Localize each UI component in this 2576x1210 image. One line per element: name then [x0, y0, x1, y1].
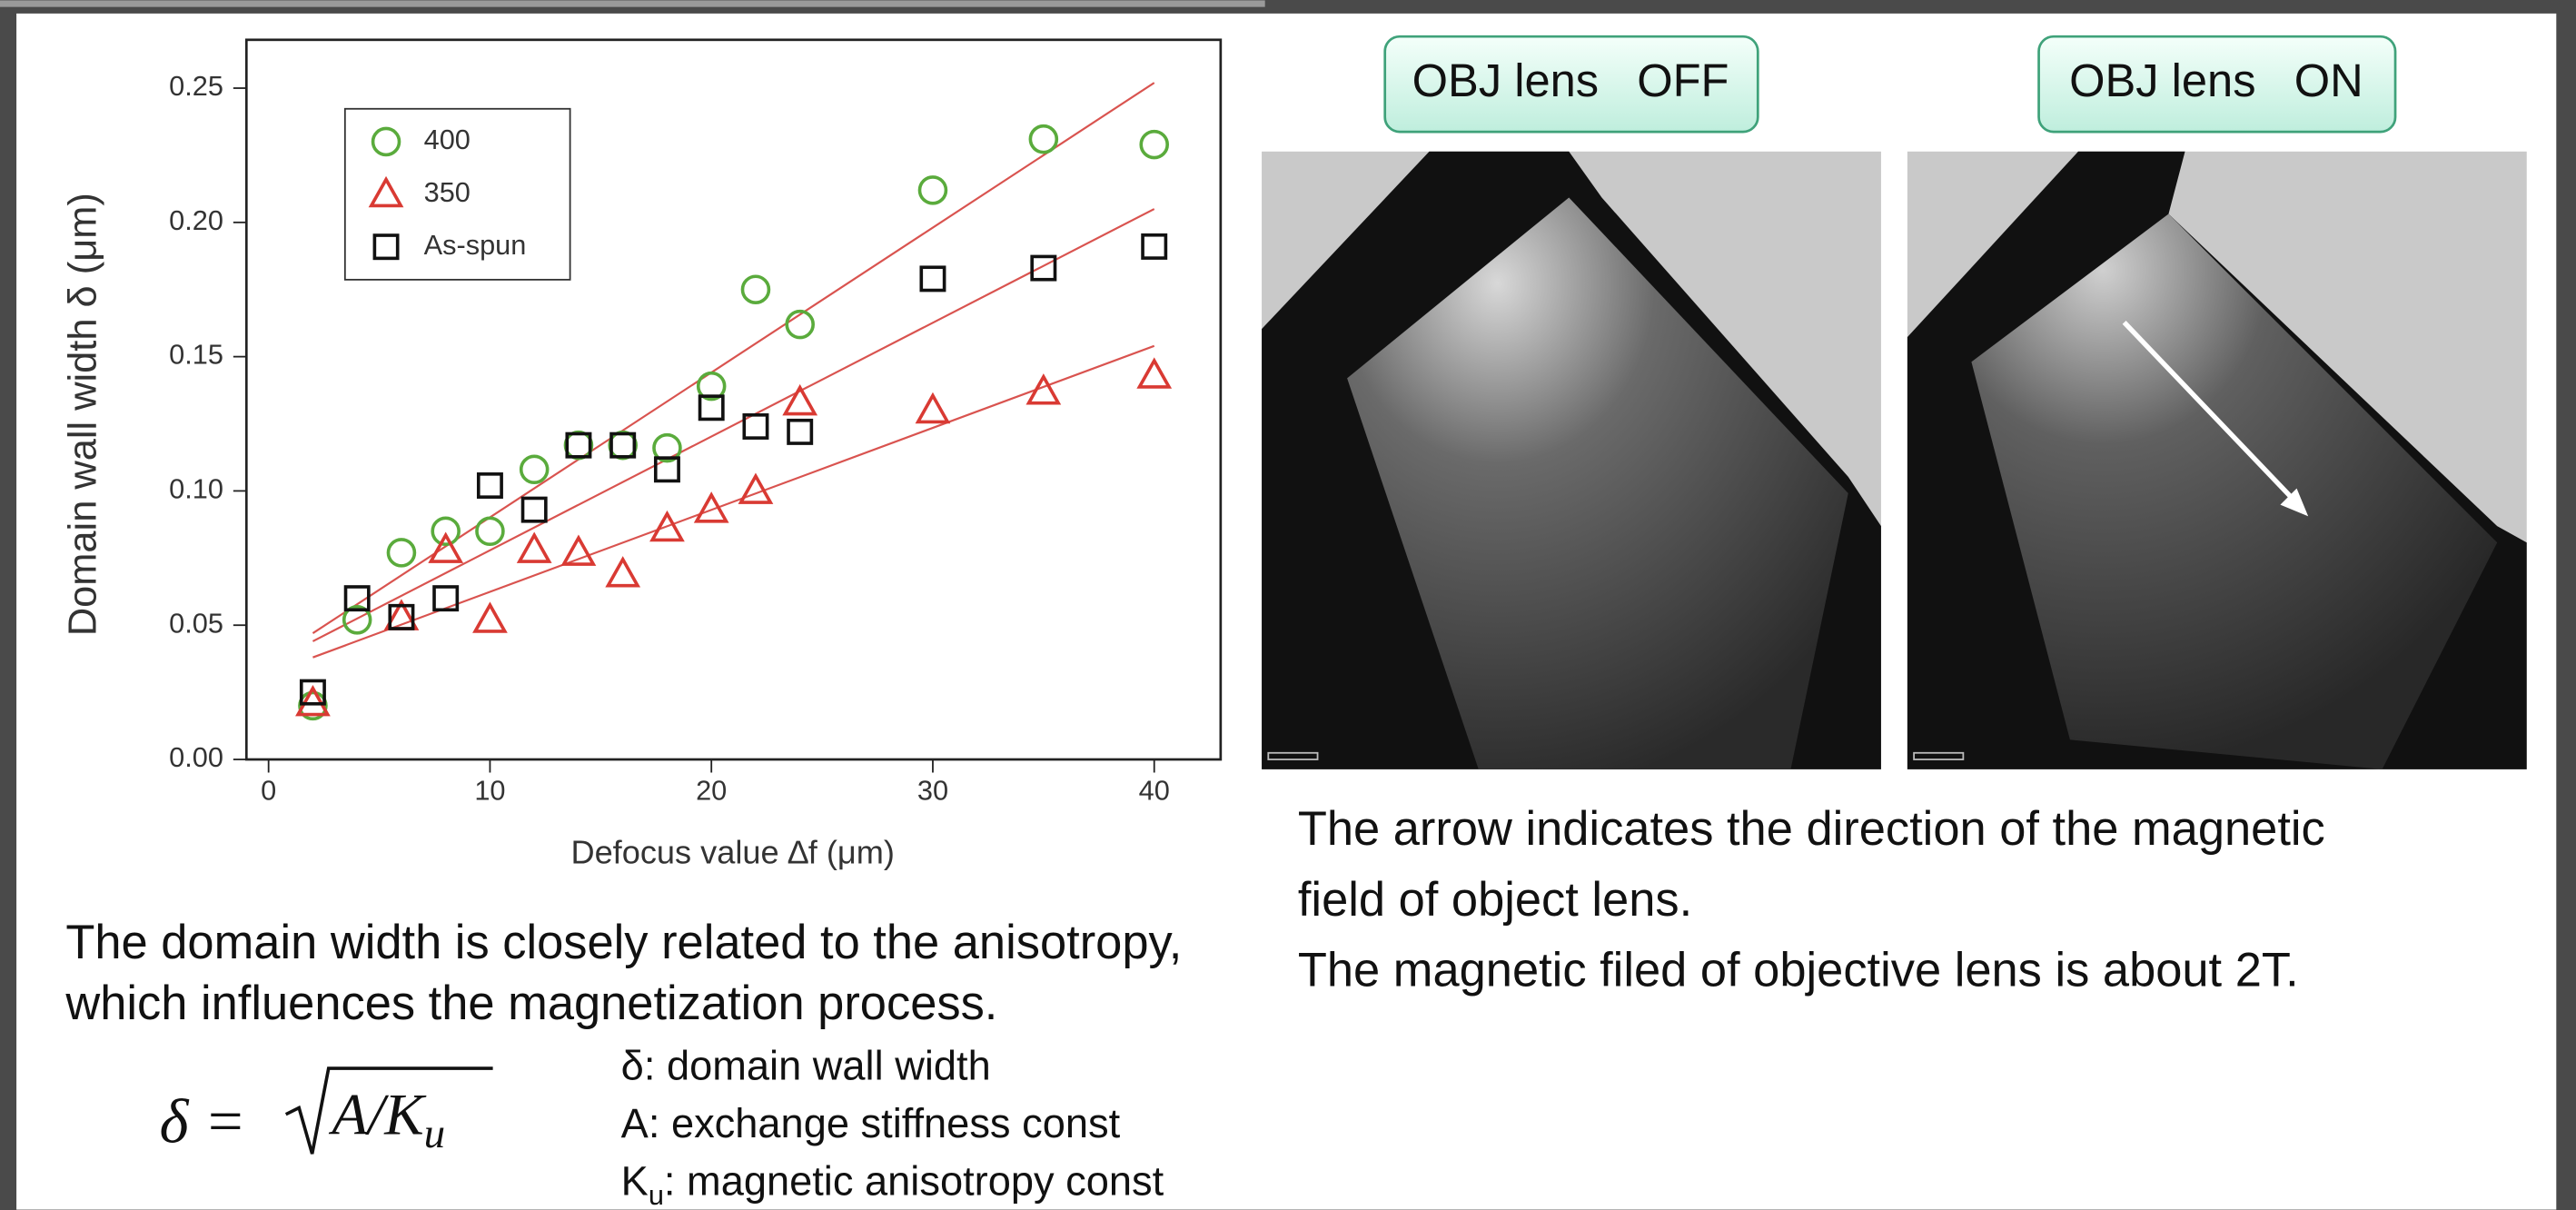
- right-text: The magnetic filed of objective lens is …: [1298, 945, 2299, 997]
- tem-image-on: [1907, 152, 2527, 769]
- y-tick-label: 0.25: [169, 70, 223, 102]
- x-axis-label: Defocus value ∆f (μm): [570, 833, 894, 870]
- subscript: u: [424, 1110, 446, 1157]
- def-sub: u: [649, 1179, 664, 1210]
- legend: 400 350 As-spun: [345, 109, 570, 280]
- left-text: which influences the magnetization proce…: [64, 977, 997, 1030]
- definition: A: exchange stiffness const: [621, 1100, 1121, 1146]
- y-tick-label: 0.20: [169, 204, 223, 236]
- formula-lhs: δ =: [159, 1086, 246, 1155]
- button-on: OBJ lens ON: [2039, 36, 2395, 132]
- y-tick-label: 0.10: [169, 473, 223, 505]
- left-text: The domain width is closely related to t…: [65, 917, 1182, 969]
- x-tick-label: 20: [696, 774, 727, 806]
- right-text: field of object lens.: [1298, 874, 1692, 927]
- legend-label: 350: [424, 176, 471, 208]
- y-tick-label: 0.00: [169, 741, 223, 773]
- definition: Ku: magnetic anisotropy const: [621, 1157, 1164, 1210]
- def-rest: : magnetic anisotropy const: [664, 1157, 1164, 1204]
- x-tick-label: 0: [261, 774, 276, 806]
- button-off: OBJ lens OFF: [1385, 36, 1759, 132]
- x-tick-label: 10: [474, 774, 505, 806]
- def-k: K: [621, 1157, 649, 1204]
- page: {"chart_data": {"type": "scatter", "x_la…: [0, 0, 2576, 1210]
- tem-image-off: [1262, 152, 1881, 769]
- legend-label: 400: [424, 124, 471, 155]
- y-tick-label: 0.05: [169, 607, 223, 639]
- top-strip: [0, 0, 1265, 6]
- y-axis-label: Domain wall width δ (μm): [62, 193, 105, 636]
- button-label: OBJ lens ON: [2069, 55, 2363, 106]
- x-tick-label: 40: [1139, 774, 1170, 806]
- legend-label: As-spun: [424, 229, 527, 261]
- right-text: The arrow indicates the direction of the…: [1298, 803, 2325, 856]
- x-tick-label: 30: [917, 774, 948, 806]
- slide: Defocus value ∆f (μm) Domain wall width …: [0, 0, 2576, 1210]
- button-label: OBJ lens OFF: [1412, 55, 1729, 106]
- y-tick-label: 0.15: [169, 339, 223, 371]
- definition: δ: domain wall width: [621, 1043, 991, 1089]
- radicand: A/K: [328, 1082, 427, 1147]
